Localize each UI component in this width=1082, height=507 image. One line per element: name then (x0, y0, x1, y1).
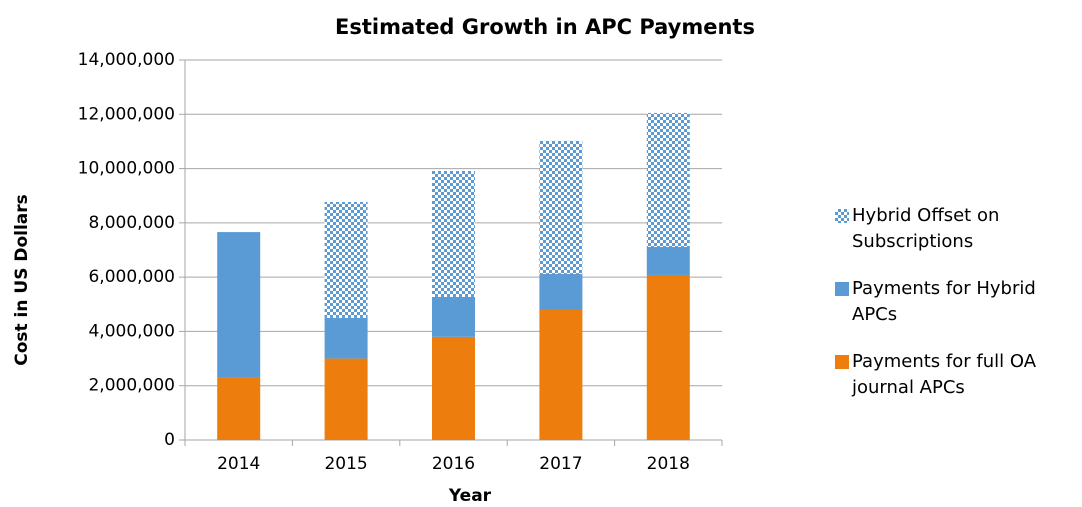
x-tick-label: 2015 (324, 454, 367, 474)
bar-segment (432, 336, 475, 440)
bar-segment (539, 273, 583, 310)
bar-segment (217, 377, 261, 440)
bar-segment (539, 309, 583, 440)
y-tick-label: 14,000,000 (78, 50, 175, 70)
chart-title: Estimated Growth in APC Payments (335, 15, 755, 39)
y-tick-label: 12,000,000 (78, 104, 175, 124)
y-tick-label: 0 (164, 430, 175, 450)
x-tick-label: 2014 (217, 454, 260, 474)
legend-label: Payments for full OA journal APCs (852, 351, 1037, 398)
legend-swatch (835, 209, 849, 223)
bar-segment (646, 112, 690, 248)
bar-segment (646, 247, 690, 275)
x-tick-label: 2018 (647, 454, 690, 474)
x-tick-label: 2016 (432, 454, 475, 474)
bar-segment (539, 140, 583, 274)
y-axis-label: Cost in US Dollars (12, 194, 32, 366)
y-tick-label: 2,000,000 (88, 376, 175, 396)
y-tick-label: 4,000,000 (88, 321, 175, 341)
legend-swatch (835, 282, 849, 296)
legend-swatch (835, 355, 849, 369)
y-tick-label: 10,000,000 (78, 159, 175, 179)
bar-segment (324, 201, 368, 318)
y-tick-label: 8,000,000 (88, 213, 175, 233)
y-tick-label: 6,000,000 (88, 267, 175, 287)
bar-segment (324, 317, 368, 359)
bar-segment (646, 274, 690, 440)
legend-label: Payments for Hybrid APCs (852, 278, 1036, 325)
x-axis-label: Year (448, 486, 492, 506)
legend-label: Hybrid Offset on Subscriptions (852, 205, 1000, 252)
bar-segment (324, 358, 368, 440)
bar-segment (432, 171, 475, 297)
bar-segment (217, 232, 261, 378)
bar-segment (432, 296, 475, 337)
x-tick-label: 2017 (539, 454, 582, 474)
